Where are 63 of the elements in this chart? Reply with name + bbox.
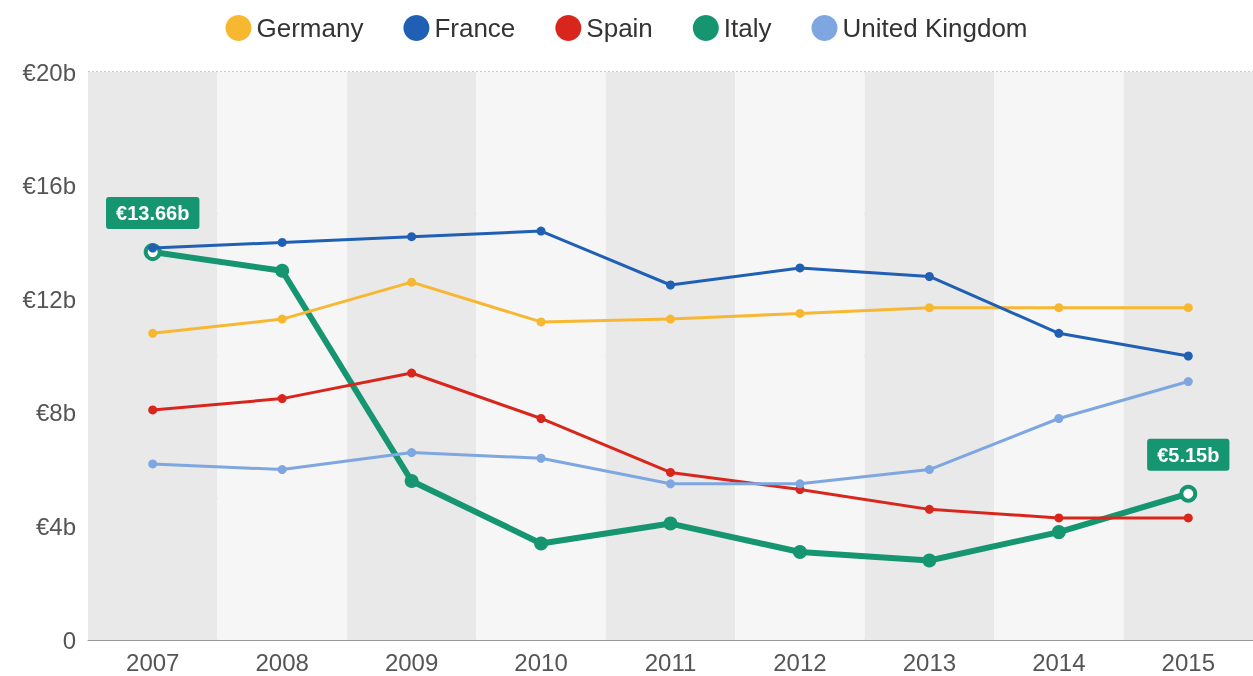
point <box>407 368 417 378</box>
point <box>1183 513 1193 523</box>
x-tick-label: 2013 <box>902 648 957 676</box>
point <box>536 413 546 423</box>
point <box>663 516 678 531</box>
annotation: €13.66b <box>116 202 190 225</box>
point <box>1054 413 1064 423</box>
point <box>922 553 937 568</box>
x-tick-label: 2011 <box>644 648 697 676</box>
y-tick-label: €20b <box>22 58 76 86</box>
point <box>277 465 287 475</box>
point <box>404 473 419 488</box>
point <box>536 226 546 236</box>
point <box>534 536 549 551</box>
point <box>666 314 675 324</box>
point <box>407 232 417 242</box>
point <box>277 394 287 404</box>
x-tick-label: 2008 <box>255 648 309 676</box>
point <box>407 277 417 287</box>
point <box>275 263 290 278</box>
point <box>924 271 934 281</box>
point <box>1183 351 1193 361</box>
point <box>792 544 807 559</box>
point <box>1051 525 1066 540</box>
point <box>924 465 934 475</box>
x-tick-label: 2012 <box>773 648 827 676</box>
point <box>1054 513 1064 523</box>
point <box>148 405 158 415</box>
legend-label: France <box>434 13 516 43</box>
point <box>795 308 805 318</box>
legend-label: United Kingdom <box>842 13 1028 43</box>
point <box>407 448 417 458</box>
x-tick-label: 2007 <box>126 648 180 676</box>
annotation: €5.15b <box>1157 443 1220 466</box>
point <box>148 328 158 338</box>
y-tick-label: €16b <box>22 172 76 200</box>
point <box>277 237 287 247</box>
x-tick-label: 2015 <box>1161 648 1215 676</box>
y-tick-label: 0 <box>62 626 76 654</box>
y-tick-label: €12b <box>22 285 76 313</box>
point <box>795 479 805 489</box>
point <box>1183 377 1193 387</box>
y-tick-label: €4b <box>35 512 76 540</box>
y-tick-label: €8b <box>35 399 76 427</box>
point <box>148 459 158 469</box>
point <box>536 317 546 327</box>
x-tick-label: 2010 <box>514 648 568 676</box>
point <box>924 303 934 313</box>
x-tick-label: 2009 <box>384 648 439 676</box>
point <box>666 280 675 290</box>
point <box>666 479 675 489</box>
point <box>277 314 287 324</box>
point <box>1054 328 1064 338</box>
legend-label: Spain <box>586 13 653 43</box>
point <box>1054 303 1064 313</box>
legend-label: Italy <box>723 13 772 43</box>
point <box>795 263 805 273</box>
point <box>1183 303 1193 313</box>
point <box>924 504 934 514</box>
point <box>666 467 675 477</box>
x-tick-label: 2014 <box>1032 648 1086 676</box>
point <box>536 453 546 463</box>
legend-label: Germany <box>256 13 364 43</box>
